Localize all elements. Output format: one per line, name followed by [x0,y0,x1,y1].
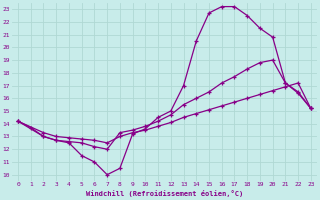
X-axis label: Windchill (Refroidissement éolien,°C): Windchill (Refroidissement éolien,°C) [86,190,243,197]
